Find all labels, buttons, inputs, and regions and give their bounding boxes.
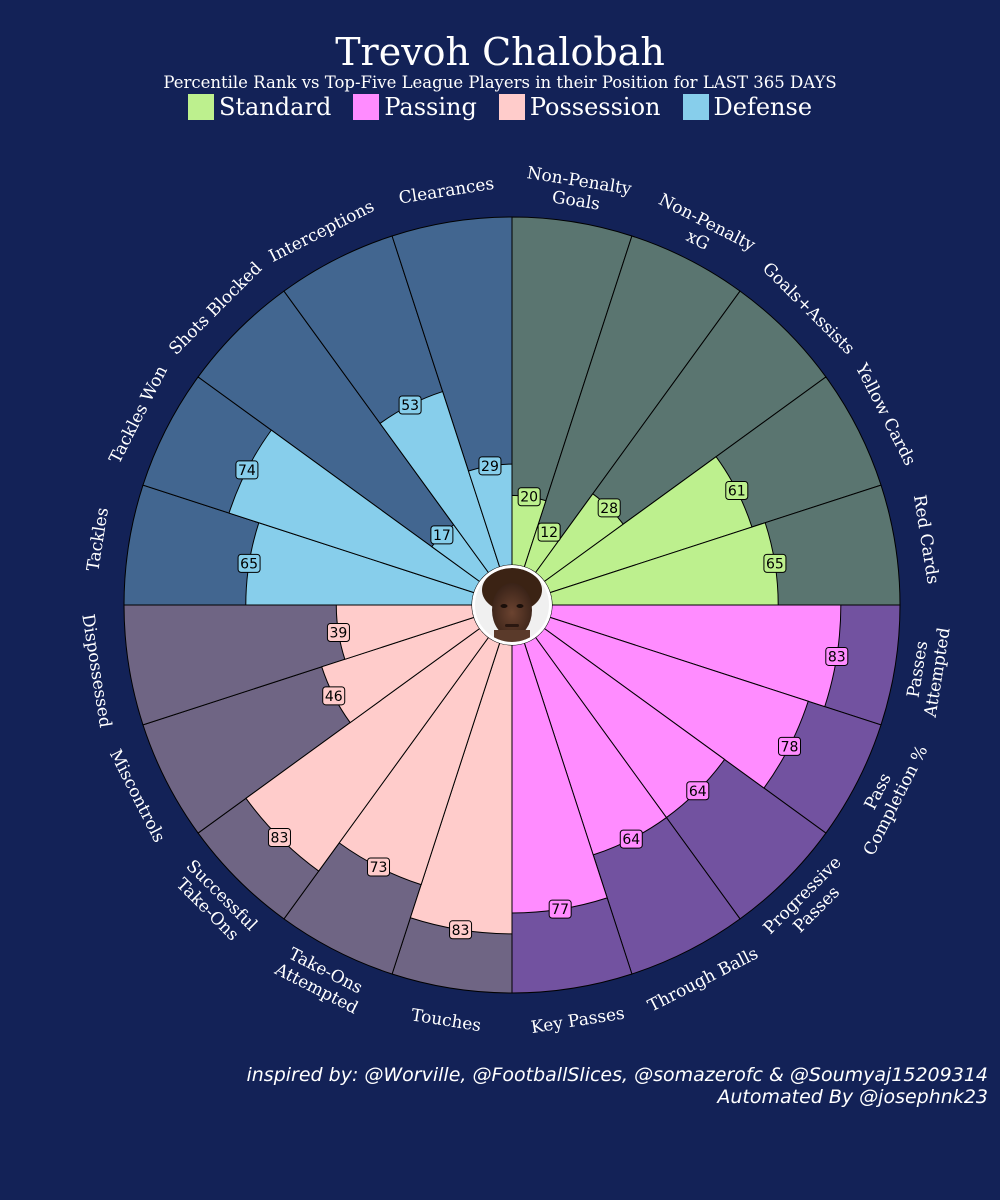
legend-label-standard: Standard — [218, 93, 332, 121]
svg-text:65: 65 — [766, 556, 784, 572]
value-label-pass-completion: 78 — [777, 736, 801, 756]
svg-text:83: 83 — [271, 831, 289, 847]
value-sectors — [228, 390, 842, 935]
value-label-clearances: 29 — [478, 456, 502, 476]
value-labels: 20 12 28 61 65 83 78 64 64 77 83 73 83 46 39 65 74 17 53 29 — [235, 395, 849, 940]
value-label-through-balls: 64 — [619, 829, 643, 849]
category-label-non-penalty-goals: Non-PenaltyGoals — [522, 163, 633, 219]
legend-label-passing: Passing — [384, 93, 477, 121]
svg-text:73: 73 — [370, 860, 388, 876]
svg-text:83: 83 — [452, 923, 470, 939]
category-label-passes-attempted: PassesAttempted — [901, 623, 955, 720]
category-label-red-cards: Red Cards — [909, 493, 943, 585]
value-label-dispossessed: 39 — [326, 622, 350, 642]
value-label-progressive-passes: 64 — [686, 781, 710, 801]
legend-item-possession: Possession — [498, 93, 661, 121]
value-label-non-penalty-goals: 20 — [517, 487, 541, 507]
svg-text:12: 12 — [540, 525, 558, 541]
legend-swatch-standard — [187, 94, 214, 120]
legend-label-possession: Possession — [529, 93, 661, 121]
value-label-successful-take-ons: 83 — [267, 828, 291, 848]
svg-text:83: 83 — [828, 649, 846, 665]
legend-item-standard: Standard — [187, 93, 332, 121]
chart-title: Trevoh Chalobah — [335, 30, 665, 74]
legend-label-defense: Defense — [713, 93, 813, 121]
credit-automated-by: Automated By @josephnk23 — [717, 1086, 988, 1108]
svg-text:65: 65 — [240, 556, 258, 572]
value-label-tackles: 65 — [237, 553, 261, 573]
category-label-clearances: Clearances — [397, 174, 495, 209]
svg-text:78: 78 — [781, 739, 799, 755]
value-label-interceptions: 53 — [398, 395, 422, 415]
svg-text:28: 28 — [600, 501, 618, 517]
value-label-miscontrols: 46 — [322, 686, 346, 706]
svg-text:53: 53 — [401, 398, 419, 414]
svg-text:77: 77 — [551, 902, 569, 918]
legend: Standard Passing Possession Defense — [0, 93, 1000, 121]
value-label-yellow-cards: 61 — [725, 480, 749, 500]
value-label-red-cards: 65 — [763, 553, 787, 573]
value-label-goals-assists: 28 — [597, 498, 621, 518]
value-label-non-penalty-xg: 12 — [537, 522, 561, 542]
value-label-passes-attempted: 83 — [825, 646, 849, 666]
svg-text:64: 64 — [622, 832, 640, 848]
value-label-shots-blocked: 17 — [430, 525, 454, 545]
chart-subtitle: Percentile Rank vs Top-Five League Playe… — [163, 73, 837, 92]
svg-text:20: 20 — [520, 490, 538, 506]
category-label-dispossessed: Dispossessed — [77, 613, 115, 730]
category-label-touches: Touches — [410, 1005, 483, 1036]
svg-text:39: 39 — [330, 625, 348, 641]
value-label-key-passes: 77 — [548, 899, 572, 919]
svg-text:17: 17 — [433, 528, 451, 544]
value-label-tackles-won: 74 — [235, 460, 259, 480]
svg-text:46: 46 — [325, 689, 343, 705]
value-label-take-ons-attempted: 73 — [367, 857, 391, 877]
svg-text:64: 64 — [689, 784, 707, 800]
category-label-key-passes: Key Passes — [530, 1004, 626, 1039]
category-label-tackles: Tackles — [83, 506, 113, 573]
svg-text:29: 29 — [481, 459, 499, 475]
legend-swatch-passing — [353, 94, 380, 120]
legend-swatch-defense — [682, 94, 709, 120]
legend-item-defense: Defense — [682, 93, 813, 121]
legend-swatch-possession — [498, 94, 525, 120]
credit-inspired-by: inspired by: @Worville, @FootballSlices,… — [246, 1064, 988, 1086]
svg-text:74: 74 — [238, 463, 256, 479]
legend-item-passing: Passing — [353, 93, 477, 121]
svg-text:61: 61 — [728, 483, 746, 499]
value-label-touches: 83 — [449, 920, 473, 940]
player-photo-icon — [472, 565, 552, 645]
